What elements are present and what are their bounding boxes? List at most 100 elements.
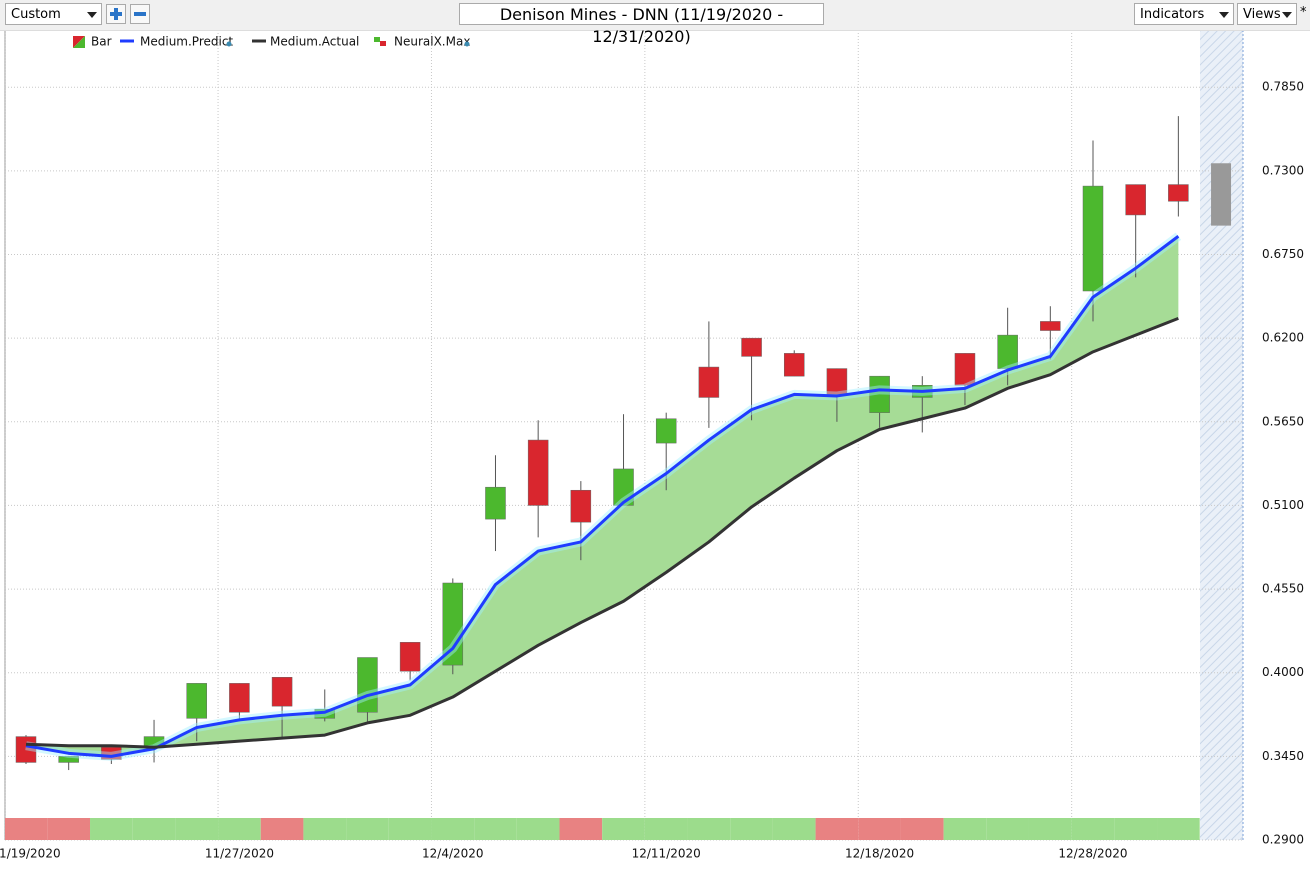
candle-body	[399, 642, 421, 672]
signal-cell	[346, 818, 389, 840]
legend-label: Medium.Predict	[140, 35, 233, 49]
signal-cell	[516, 818, 560, 840]
signal-cell	[388, 818, 432, 840]
candle-body	[1125, 184, 1146, 216]
x-tick-label: 11/27/2020	[205, 847, 274, 861]
legend-icon	[73, 36, 85, 48]
candle-body	[485, 486, 506, 520]
candle-body	[271, 677, 293, 707]
candle-body	[357, 657, 378, 713]
y-tick-label: 0.5100	[1262, 498, 1304, 512]
legend-label: Medium.Actual	[270, 35, 359, 49]
signal-cell	[559, 818, 603, 840]
plus-icon	[110, 8, 122, 20]
y-tick-label: 0.5650	[1262, 414, 1304, 428]
preset-dropdown[interactable]: Custom	[5, 3, 102, 25]
modified-flag: *	[1300, 5, 1307, 20]
signal-cell	[5, 818, 48, 840]
x-tick-label: 12/18/2020	[845, 847, 914, 861]
legend-icon	[380, 41, 386, 46]
forecast-zone	[1200, 30, 1243, 840]
candle-body	[869, 375, 890, 413]
candle-body	[58, 756, 79, 763]
signal-cell	[644, 818, 688, 840]
legend-icon	[374, 37, 380, 42]
chart-title: Denison Mines - DNN (11/19/2020 - 12/31/…	[459, 3, 824, 46]
y-tick-label: 0.2900	[1262, 833, 1304, 847]
indicators-dropdown[interactable]: Indicators	[1134, 3, 1234, 25]
zoom-out-button[interactable]	[130, 4, 150, 24]
series-line	[25, 235, 1180, 758]
candle-body	[613, 468, 634, 506]
y-tick-label: 0.4000	[1262, 665, 1304, 679]
signal-cell	[986, 818, 1029, 840]
candle-body	[527, 439, 549, 506]
candle-body	[698, 366, 720, 398]
y-tick-label: 0.6750	[1262, 247, 1304, 261]
signal-cell	[858, 818, 901, 840]
signal-cell	[687, 818, 731, 840]
signal-cell	[132, 818, 176, 840]
signal-cell	[943, 818, 987, 840]
toolbar: Custom Denison Mines - DNN (11/19/2020 -…	[0, 0, 1310, 46]
forecast-box	[1211, 163, 1232, 226]
y-tick-label: 0.3450	[1262, 749, 1304, 763]
candle-body	[1082, 185, 1104, 292]
signal-cell	[1071, 818, 1115, 840]
candle-body	[442, 582, 464, 666]
legend-dot	[464, 41, 470, 47]
signal-cell	[47, 818, 91, 840]
x-tick-label: 12/4/2020	[422, 847, 484, 861]
signal-cell	[602, 818, 645, 840]
candle-body	[1040, 321, 1061, 331]
candle-body	[655, 418, 677, 444]
signal-cell	[90, 818, 133, 840]
candle-body	[1168, 184, 1189, 202]
signal-cell	[474, 818, 517, 840]
preset-label: Custom	[11, 7, 61, 22]
signal-cell	[772, 818, 816, 840]
dropdown-arrow	[1219, 12, 1229, 18]
candle-body	[741, 337, 762, 357]
views-label: Views	[1243, 7, 1281, 22]
legend-label: NeuralX.Max	[394, 35, 470, 49]
candle-body	[954, 353, 976, 386]
line-glow	[25, 232, 1182, 761]
zoom-in-button[interactable]	[106, 4, 126, 24]
signal-cell	[218, 818, 261, 840]
candle-body	[229, 683, 250, 713]
x-tick-label: 12/11/2020	[632, 847, 701, 861]
signal-cell	[1157, 818, 1200, 840]
legend: Bar Medium.Predict Medium.Actual NeuralX…	[73, 35, 470, 49]
candle-body	[186, 683, 207, 719]
signal-cell	[1028, 818, 1072, 840]
y-tick-label: 0.6200	[1262, 331, 1304, 345]
signal-cell	[815, 818, 859, 840]
y-tick-label: 0.7850	[1262, 80, 1304, 94]
candle-body	[570, 489, 592, 523]
x-tick-label: 12/28/2020	[1058, 847, 1127, 861]
candle-body	[783, 353, 805, 377]
signal-cell	[260, 818, 304, 840]
y-tick-label: 0.7300	[1262, 163, 1304, 177]
signal-cell	[175, 818, 219, 840]
candle-body	[826, 368, 848, 395]
legend-label: Bar	[91, 35, 112, 49]
x-tick-label: 11/19/2020	[0, 847, 61, 861]
dropdown-arrow	[1282, 12, 1292, 18]
minus-icon	[134, 12, 146, 16]
indicators-label: Indicators	[1140, 7, 1205, 22]
signal-cell	[730, 818, 773, 840]
signal-cell	[431, 818, 475, 840]
prediction-area	[26, 236, 1179, 757]
signal-cell	[900, 818, 944, 840]
signal-cell	[1114, 818, 1158, 840]
y-tick-label: 0.4550	[1262, 582, 1304, 596]
views-dropdown[interactable]: Views	[1237, 3, 1297, 25]
legend-dot	[226, 41, 232, 47]
dropdown-arrow	[87, 12, 97, 18]
signal-cell	[303, 818, 347, 840]
series-line	[25, 316, 1179, 749]
